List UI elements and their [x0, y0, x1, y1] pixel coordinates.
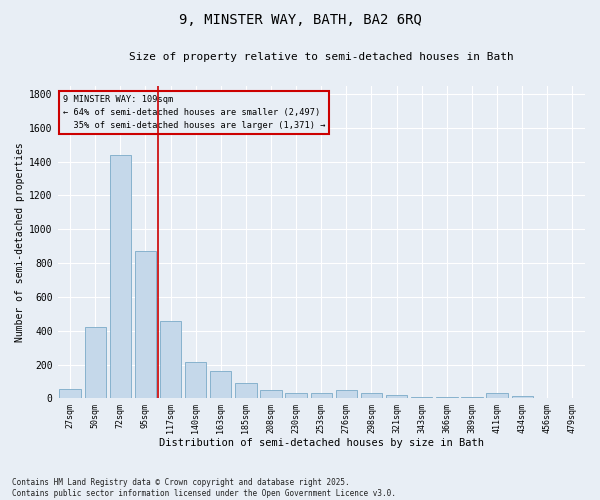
Y-axis label: Number of semi-detached properties: Number of semi-detached properties [15, 142, 25, 342]
Bar [311, 394, 332, 398]
Text: 9 MINSTER WAY: 109sqm
← 64% of semi-detached houses are smaller (2,497)
  35% of: 9 MINSTER WAY: 109sqm ← 64% of semi-deta… [63, 95, 325, 130]
Title: Size of property relative to semi-detached houses in Bath: Size of property relative to semi-detach… [129, 52, 514, 62]
Bar [461, 397, 482, 398]
Bar [85, 328, 106, 398]
Bar [235, 383, 257, 398]
Bar [260, 390, 282, 398]
Bar [361, 392, 382, 398]
Text: 9, MINSTER WAY, BATH, BA2 6RQ: 9, MINSTER WAY, BATH, BA2 6RQ [179, 12, 421, 26]
Bar [59, 389, 81, 398]
Bar [135, 252, 156, 398]
Bar [110, 155, 131, 398]
Bar [411, 397, 433, 398]
Bar [386, 395, 407, 398]
X-axis label: Distribution of semi-detached houses by size in Bath: Distribution of semi-detached houses by … [159, 438, 484, 448]
Bar [487, 394, 508, 398]
Bar [436, 397, 458, 398]
Text: Contains HM Land Registry data © Crown copyright and database right 2025.
Contai: Contains HM Land Registry data © Crown c… [12, 478, 396, 498]
Bar [160, 320, 181, 398]
Bar [210, 372, 232, 398]
Bar [336, 390, 357, 398]
Bar [185, 362, 206, 399]
Bar [286, 394, 307, 398]
Bar [512, 396, 533, 398]
